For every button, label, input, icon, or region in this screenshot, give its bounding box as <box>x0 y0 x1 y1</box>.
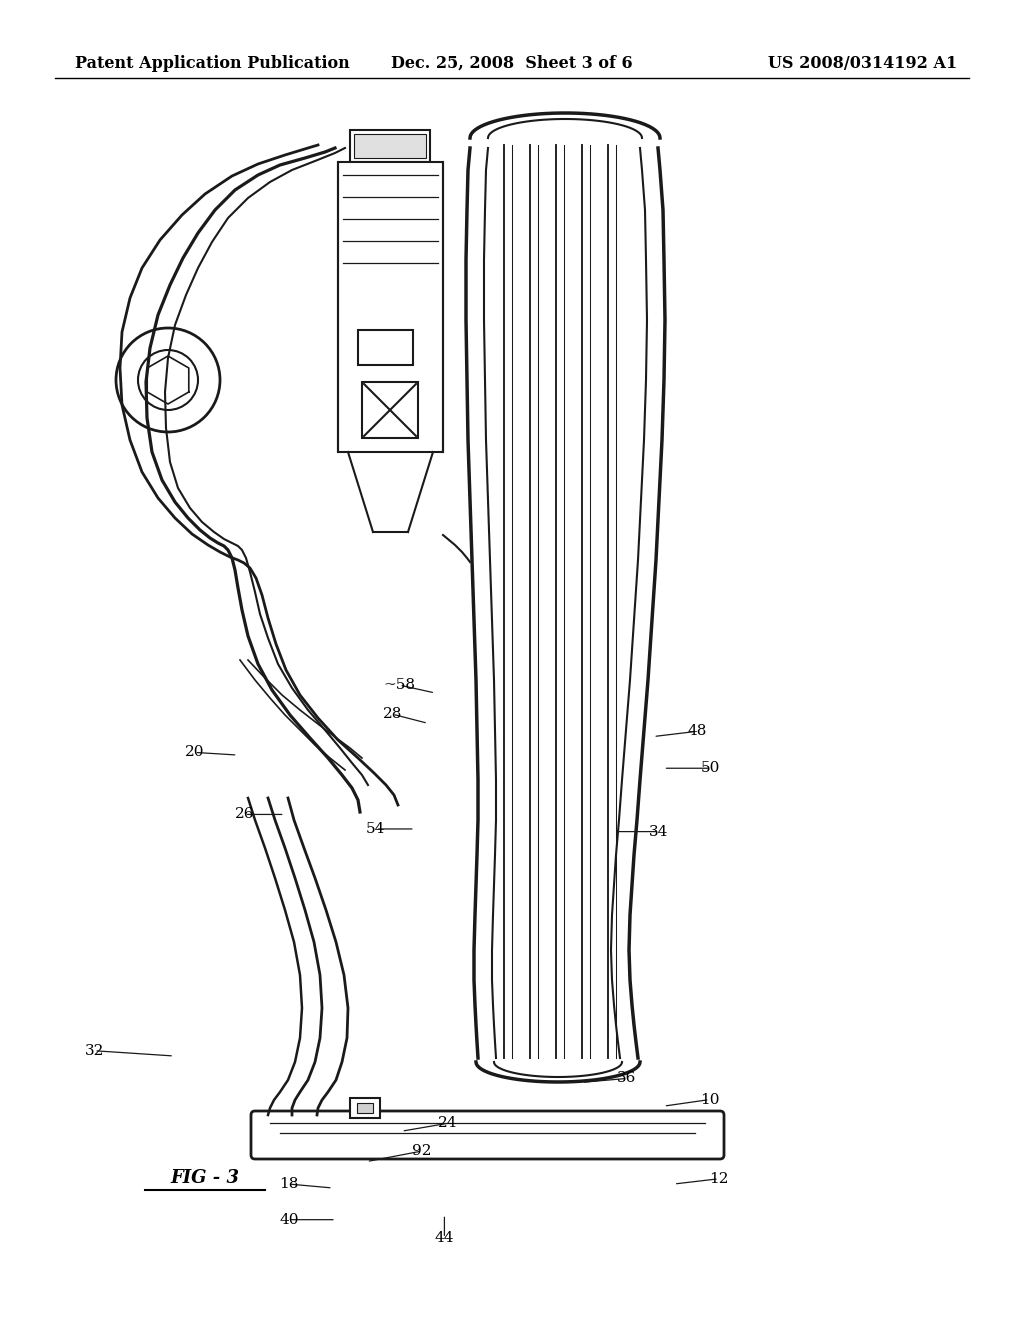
Bar <box>350 129 430 162</box>
Text: 48: 48 <box>688 725 707 738</box>
Text: 28: 28 <box>383 708 401 721</box>
Text: 44: 44 <box>434 1232 455 1245</box>
Text: 24: 24 <box>437 1117 458 1130</box>
Text: 12: 12 <box>709 1172 729 1185</box>
Text: 54: 54 <box>367 822 385 836</box>
Text: US 2008/0314192 A1: US 2008/0314192 A1 <box>768 54 957 71</box>
Text: ~58: ~58 <box>383 678 416 692</box>
Text: 34: 34 <box>649 825 668 838</box>
Bar <box>362 381 418 438</box>
Text: 18: 18 <box>280 1177 298 1191</box>
Text: 40: 40 <box>279 1213 299 1226</box>
Text: Patent Application Publication: Patent Application Publication <box>75 54 350 71</box>
Bar <box>357 1104 373 1113</box>
Text: Dec. 25, 2008  Sheet 3 of 6: Dec. 25, 2008 Sheet 3 of 6 <box>391 54 633 71</box>
Text: 26: 26 <box>234 808 255 821</box>
FancyBboxPatch shape <box>251 1111 724 1159</box>
Text: FIG - 3: FIG - 3 <box>171 1170 240 1187</box>
Text: 20: 20 <box>184 746 205 759</box>
Text: 10: 10 <box>699 1093 720 1106</box>
Text: 92: 92 <box>412 1144 432 1158</box>
Bar <box>350 1098 380 1118</box>
Text: 32: 32 <box>85 1044 103 1057</box>
Text: 50: 50 <box>701 762 720 775</box>
Bar <box>338 162 443 451</box>
Bar <box>354 135 426 158</box>
Text: 36: 36 <box>617 1072 636 1085</box>
Bar <box>358 330 413 366</box>
